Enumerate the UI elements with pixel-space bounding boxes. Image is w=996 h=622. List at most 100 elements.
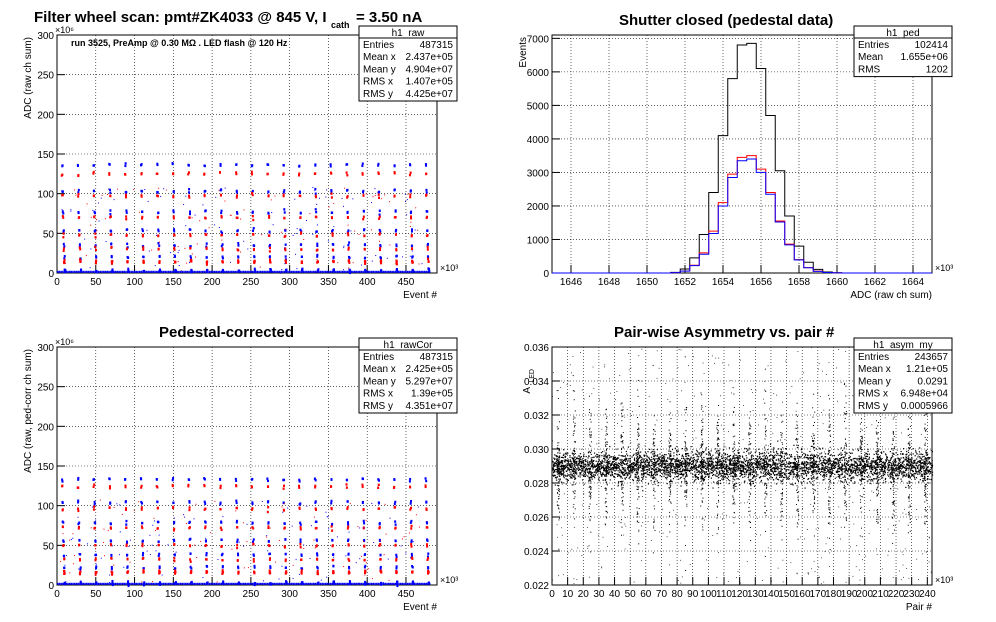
data-point xyxy=(921,456,924,458)
data-point xyxy=(929,470,932,473)
data-point xyxy=(836,457,838,460)
data-point xyxy=(552,466,555,468)
data-point xyxy=(596,453,598,456)
data-point xyxy=(156,216,159,219)
data-point xyxy=(777,440,779,442)
data-point xyxy=(825,467,827,469)
data-point xyxy=(739,466,742,468)
data-point xyxy=(74,189,76,191)
data-point xyxy=(347,523,350,526)
data-point xyxy=(65,582,68,585)
data-point xyxy=(80,270,83,273)
data-point xyxy=(834,462,836,465)
data-point xyxy=(298,191,301,194)
data-point xyxy=(410,543,413,546)
data-point xyxy=(842,468,844,470)
data-point xyxy=(743,481,745,483)
data-point xyxy=(159,582,161,585)
data-point xyxy=(79,260,82,263)
data-point xyxy=(557,462,559,464)
data-point xyxy=(613,465,615,467)
data-point xyxy=(625,470,627,472)
data-point xyxy=(395,553,398,557)
data-point xyxy=(811,454,814,456)
data-point xyxy=(156,191,159,194)
data-point xyxy=(104,582,107,585)
data-point xyxy=(664,473,666,475)
data-point xyxy=(812,457,814,459)
data-point xyxy=(708,459,710,461)
data-point xyxy=(348,580,351,583)
data-point xyxy=(794,465,796,467)
data-point xyxy=(814,489,816,491)
data-point xyxy=(241,582,243,585)
data-point xyxy=(251,173,254,176)
data-point xyxy=(881,465,883,467)
data-point xyxy=(321,270,323,273)
data-point xyxy=(278,578,280,580)
data-point xyxy=(931,462,933,464)
data-point xyxy=(362,215,365,218)
data-point xyxy=(654,472,656,474)
data-point xyxy=(581,479,584,481)
data-point xyxy=(282,193,285,196)
data-point xyxy=(558,458,560,460)
data-point xyxy=(316,554,319,557)
data-point xyxy=(326,189,328,191)
data-point xyxy=(127,570,130,573)
data-point xyxy=(406,199,408,201)
data-point xyxy=(591,463,594,465)
data-point xyxy=(361,485,364,489)
data-point xyxy=(753,474,756,476)
data-point xyxy=(299,502,302,505)
data-point xyxy=(826,473,828,476)
data-point xyxy=(741,455,744,457)
data-point xyxy=(318,270,320,273)
y-tick-label: 3000 xyxy=(527,168,550,179)
data-point xyxy=(221,569,224,572)
data-point xyxy=(219,270,221,273)
data-point xyxy=(626,453,628,455)
data-point xyxy=(772,473,775,475)
data-point xyxy=(142,248,145,251)
data-point xyxy=(770,473,772,475)
data-point xyxy=(657,454,659,456)
data-point xyxy=(839,461,842,464)
data-point xyxy=(848,474,850,476)
data-point xyxy=(157,270,160,273)
data-point xyxy=(358,234,360,236)
data-point xyxy=(705,464,707,466)
data-point xyxy=(395,255,398,258)
data-point xyxy=(84,238,86,240)
x-tick-label: 1656 xyxy=(750,277,773,288)
data-point xyxy=(755,466,757,468)
data-point xyxy=(920,474,923,476)
data-point xyxy=(142,551,145,555)
data-point xyxy=(410,582,412,585)
data-point xyxy=(284,228,287,232)
data-point xyxy=(827,470,829,472)
data-point xyxy=(349,503,351,505)
data-point xyxy=(138,211,140,213)
data-point xyxy=(363,527,365,529)
data-point xyxy=(606,470,608,472)
data-point xyxy=(125,233,128,237)
data-point xyxy=(910,459,912,461)
data-point xyxy=(378,196,381,199)
data-point xyxy=(159,581,162,584)
data-point xyxy=(330,190,333,193)
data-point xyxy=(610,456,612,458)
data-point xyxy=(702,458,704,461)
data-point xyxy=(232,270,235,273)
data-point xyxy=(770,468,773,471)
data-point xyxy=(647,473,649,476)
data-point xyxy=(905,474,908,476)
data-point xyxy=(809,481,811,483)
y-tick-label: 100 xyxy=(37,190,54,201)
data-point xyxy=(268,582,271,585)
y-tick-label: 7000 xyxy=(527,34,550,45)
data-point xyxy=(346,174,349,177)
data-point xyxy=(665,460,668,462)
data-point xyxy=(94,236,97,239)
data-point xyxy=(572,469,574,471)
